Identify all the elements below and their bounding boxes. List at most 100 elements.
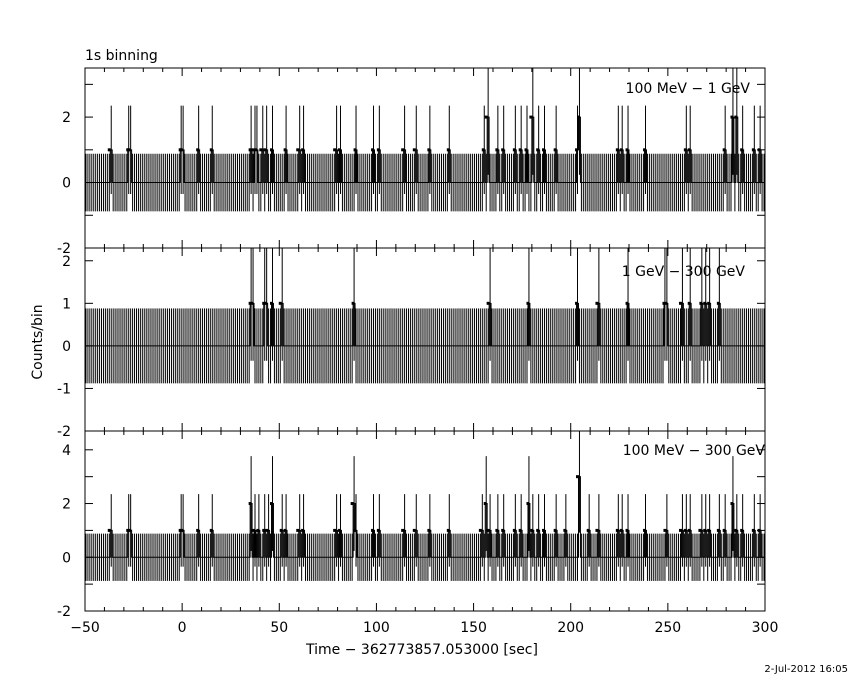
- event-bin-marker: [401, 528, 405, 532]
- event-bin-marker: [536, 148, 540, 152]
- event-bin-marker: [529, 115, 533, 119]
- event-bin-marker: [262, 528, 266, 532]
- y-tick-label: -2: [57, 604, 71, 620]
- event-bin-marker: [283, 148, 287, 152]
- event-bin-marker: [248, 301, 252, 305]
- event-bin-marker: [518, 148, 522, 152]
- event-bin-marker: [196, 148, 200, 152]
- event-bin-marker: [179, 148, 183, 152]
- event-bin-marker: [301, 148, 305, 152]
- panel-100mev-300gev: 0 2 4 -2−50 0 50 100 150 200 250 300 100 MeV − 300 …: [57, 430, 778, 636]
- event-bin-marker: [301, 528, 305, 532]
- event-bin-marker: [722, 528, 726, 532]
- event-bin-marker: [524, 148, 528, 152]
- event-bin-marker: [625, 528, 629, 532]
- event-bin-marker: [262, 301, 266, 305]
- event-bin-marker: [734, 528, 738, 532]
- event-bin-marker: [586, 528, 590, 532]
- x-tick-label: 50: [270, 620, 288, 636]
- event-bin-marker: [542, 148, 546, 152]
- event-bin-marker: [412, 528, 416, 532]
- event-bin-marker: [481, 148, 485, 152]
- x-tick-label: 0: [178, 620, 187, 636]
- event-bin-marker: [615, 148, 619, 152]
- event-bin-marker: [263, 148, 267, 152]
- event-bin-marker: [687, 148, 691, 152]
- event-bin-marker: [643, 528, 647, 532]
- event-bin-marker: [270, 148, 274, 152]
- y-tick-label: 0: [62, 176, 71, 192]
- event-bin-marker: [279, 528, 283, 532]
- event-bin-marker: [619, 148, 623, 152]
- event-bin-marker: [698, 528, 702, 532]
- event-bin-marker: [126, 528, 130, 532]
- event-bin-marker: [734, 115, 738, 119]
- event-bin-marker: [259, 148, 263, 152]
- y-tick-label: 0: [62, 339, 71, 355]
- event-bin-marker: [427, 528, 431, 532]
- event-bin-marker: [333, 148, 337, 152]
- event-bin-marker: [512, 148, 516, 152]
- event-bin-marker: [687, 301, 691, 305]
- event-bin-marker: [350, 502, 354, 506]
- event-bin-marker: [376, 148, 380, 152]
- event-bin-marker: [178, 528, 182, 532]
- event-bin-marker: [412, 148, 416, 152]
- event-bin-marker: [664, 301, 668, 305]
- event-bin-marker: [296, 528, 300, 532]
- y-tick-label: 1: [62, 296, 71, 312]
- x-tick-label: 200: [557, 620, 584, 636]
- event-bin-marker: [662, 301, 666, 305]
- x-tick-label: −50: [70, 620, 100, 636]
- event-bin-marker: [209, 148, 213, 152]
- event-bin-marker: [553, 148, 557, 152]
- event-bin-marker: [495, 148, 499, 152]
- event-bin-marker: [209, 528, 213, 532]
- event-bin-marker: [625, 148, 629, 152]
- event-bin-marker: [576, 115, 580, 119]
- event-bin-marker: [371, 148, 375, 152]
- event-bin-marker: [619, 528, 623, 532]
- binning-label: 1s binning: [85, 48, 158, 64]
- event-bin-marker: [338, 148, 342, 152]
- event-bin-marker: [740, 528, 744, 532]
- event-bin-marker: [703, 301, 707, 305]
- event-bin-marker: [536, 528, 540, 532]
- event-bin-marker: [722, 148, 726, 152]
- event-bin-marker: [107, 148, 111, 152]
- event-bin-marker: [478, 528, 482, 532]
- panel-title-100mev-300gev: 100 MeV − 300 GeV: [623, 443, 766, 459]
- event-bin-marker: [371, 528, 375, 532]
- event-bin-marker: [296, 148, 300, 152]
- event-bin-marker: [351, 301, 355, 305]
- event-bin-marker: [716, 301, 720, 305]
- event-bin-marker: [615, 528, 619, 532]
- y-tick-label: 2: [62, 110, 71, 126]
- y-tick-label: 0: [62, 550, 71, 566]
- event-bin-marker: [251, 528, 255, 532]
- event-bin-marker: [486, 301, 490, 305]
- event-bin-marker: [542, 528, 546, 532]
- event-bin-marker: [553, 528, 557, 532]
- event-bin-marker: [484, 115, 488, 119]
- event-bin-marker: [683, 528, 687, 532]
- event-bin-marker: [501, 148, 505, 152]
- y-tick-label: 2: [62, 254, 71, 270]
- counts-histogram: [85, 116, 765, 184]
- event-bin-marker: [707, 528, 711, 532]
- event-bin-marker: [333, 528, 337, 532]
- x-tick-label: 150: [460, 620, 487, 636]
- event-bin-marker: [512, 528, 516, 532]
- event-bin-marker: [530, 528, 534, 532]
- event-bin-marker: [595, 301, 599, 305]
- event-bin-marker: [180, 528, 184, 532]
- panel-100mev-1gev: 0 2 -2 100 MeV − 1 GeV: [57, 67, 766, 257]
- event-bin-marker: [526, 502, 530, 506]
- event-bin-marker: [575, 148, 579, 152]
- event-bin-marker: [751, 148, 755, 152]
- event-bin-marker: [265, 528, 269, 532]
- event-bin-marker: [563, 528, 567, 532]
- x-tick-label: 100: [363, 620, 390, 636]
- y-axis-label: Counts/bin: [30, 304, 46, 379]
